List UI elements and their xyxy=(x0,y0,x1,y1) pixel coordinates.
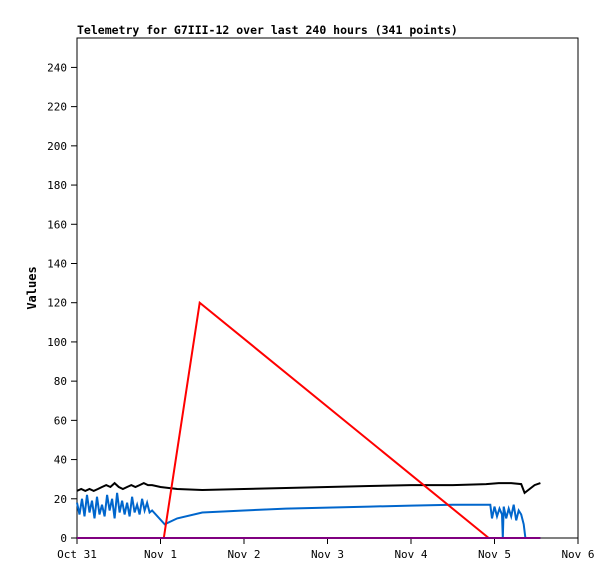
x-tick-label: Nov 6 xyxy=(561,548,594,561)
y-tick-label: 140 xyxy=(47,257,67,270)
y-tick-label: 160 xyxy=(47,218,67,231)
x-tick-label: Nov 1 xyxy=(144,548,177,561)
x-tick-label: Nov 5 xyxy=(478,548,511,561)
series-line-black xyxy=(76,481,541,495)
x-tick-label: Nov 4 xyxy=(394,548,427,561)
y-tick-label: 20 xyxy=(54,493,67,506)
y-tick-label: 100 xyxy=(47,336,67,349)
x-tick-label: Nov 3 xyxy=(311,548,344,561)
y-tick-label: 40 xyxy=(54,454,67,467)
y-tick-label: 220 xyxy=(47,101,67,114)
y-tick-label: 240 xyxy=(47,61,67,74)
y-tick-label: 180 xyxy=(47,179,67,192)
series-line-blue xyxy=(76,492,541,539)
y-tick-label: 0 xyxy=(60,532,67,545)
y-tick-label: 80 xyxy=(54,375,67,388)
x-tick-label: Nov 2 xyxy=(227,548,260,561)
y-tick-label: 60 xyxy=(54,414,67,427)
chart-title: Telemetry for G7III-12 over last 240 hou… xyxy=(77,23,458,37)
y-tick-label: 200 xyxy=(47,140,67,153)
series-line-red xyxy=(162,300,490,539)
y-tick-label: 120 xyxy=(47,297,67,310)
plot-frame xyxy=(76,37,579,539)
y-axis-label: Values xyxy=(25,266,39,309)
x-tick-label: Oct 31 xyxy=(57,548,97,561)
